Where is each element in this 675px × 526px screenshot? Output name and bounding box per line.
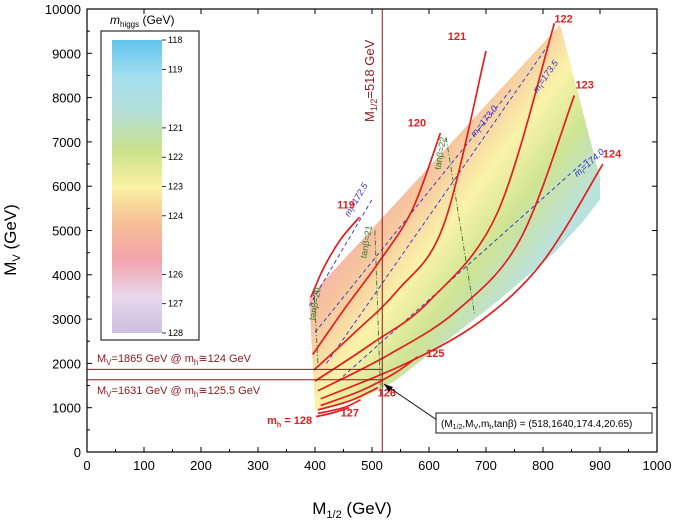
y-tick-label: 2000 bbox=[52, 356, 81, 371]
higgs-contour-124 bbox=[320, 163, 604, 400]
y-tick-label: 10000 bbox=[45, 2, 81, 17]
higgs-contour-label: 123 bbox=[576, 80, 594, 92]
higgs-contour-120 bbox=[312, 132, 442, 355]
y-axis-title: MV (GeV) bbox=[1, 204, 23, 276]
y-axis: 0 1000 2000 3000 4000 5000 6000 7000 8000 9000 100… bbox=[45, 2, 657, 460]
top-mass-label-m: m bbox=[342, 206, 355, 218]
higgs-contour-121 bbox=[313, 50, 487, 371]
contour-label-value: 121 bbox=[448, 31, 466, 43]
contour-label-value: 126 bbox=[378, 388, 396, 400]
contour-label-rest: = 128 bbox=[281, 415, 312, 427]
colorbar-tick-label: 126 bbox=[168, 269, 183, 279]
higgs-contour-123 bbox=[317, 95, 576, 392]
x-tick-label: 100 bbox=[133, 458, 155, 473]
contour-label-m: m bbox=[267, 415, 277, 427]
x-tick-label: 700 bbox=[475, 458, 497, 473]
colorbar-strip bbox=[112, 40, 162, 333]
contour-label-value: 120 bbox=[408, 117, 426, 129]
x-tick-label: 300 bbox=[247, 458, 269, 473]
x-tick-label: 500 bbox=[361, 458, 383, 473]
tanbeta-line bbox=[374, 230, 382, 395]
contour-label-value: 127 bbox=[341, 408, 359, 420]
x-tick-label: 800 bbox=[532, 458, 554, 473]
tanbeta-lines bbox=[313, 137, 476, 395]
y-tick-label: 0 bbox=[74, 445, 81, 460]
y-tick-label: 6000 bbox=[52, 179, 81, 194]
colorbar-tick-label: 121 bbox=[168, 123, 183, 133]
higgs-contours bbox=[310, 22, 604, 418]
hline-label-1631: MV=1631 GeV @ mh≅125.5 GeV bbox=[97, 385, 261, 399]
higgs-contour-125 bbox=[320, 356, 419, 407]
y-tick-label: 1000 bbox=[52, 401, 81, 416]
higgs-contour-label: 121 bbox=[448, 31, 466, 43]
colorbar-title: mhiggs (GeV) bbox=[110, 13, 174, 29]
colorbar-legend: mhiggs (GeV) 118 119 121 122 123 124 126 127 128 bbox=[100, 13, 200, 341]
y-tick-label: 4000 bbox=[52, 268, 81, 283]
colorbar-tick-label: 118 bbox=[168, 35, 182, 45]
best-point-annotation: (M1/2,MV,mt,tanβ) = (518,1640,174.4,20.6… bbox=[383, 383, 653, 434]
allowed-region bbox=[309, 24, 600, 410]
reference-lines bbox=[87, 9, 383, 452]
x-tick-label: 200 bbox=[190, 458, 212, 473]
top-mass-label-sub: t bbox=[540, 84, 546, 89]
top-mass-line bbox=[326, 44, 550, 364]
hline-label-1865: MV=1865 GeV @ mh≅124 GeV bbox=[97, 353, 252, 367]
top-mass-line bbox=[314, 88, 513, 333]
x-tick-label: 1000 bbox=[643, 458, 672, 473]
colorbar-tick-label: 122 bbox=[168, 152, 183, 162]
colorbar-tick-label: 119 bbox=[168, 64, 182, 74]
higgs-contour-126 bbox=[317, 387, 379, 411]
contour-label-sub: h bbox=[277, 422, 281, 429]
contour-label-value: 125 bbox=[426, 348, 444, 360]
y-tick-label: 7000 bbox=[52, 135, 81, 150]
annotation-box bbox=[435, 412, 653, 434]
higgs-contour-label: 126 bbox=[378, 388, 396, 400]
annotation-text: (M1/2,MV,mt,tanβ) = (518,1640,174.4,20.6… bbox=[441, 419, 632, 431]
annotation-arrowhead bbox=[384, 384, 393, 392]
x-axis-title: M1/2 (GeV) bbox=[312, 499, 392, 521]
colorbar-tick-label: 124 bbox=[168, 211, 183, 221]
higgs-contour-122 bbox=[314, 22, 556, 382]
contour-label-value: 122 bbox=[554, 13, 572, 25]
x-tick-label: 600 bbox=[418, 458, 440, 473]
higgs-contour-label: mh = 128 bbox=[267, 415, 312, 429]
tanbeta-line bbox=[313, 288, 319, 364]
higgs-contour-label: 119 bbox=[337, 199, 355, 211]
higgs-contour-127 bbox=[317, 398, 361, 415]
colorbar-tick-label: 127 bbox=[168, 299, 183, 309]
higgs-contour-label: 124 bbox=[603, 148, 622, 160]
y-tick-label: 9000 bbox=[52, 46, 81, 61]
top-mass-lines bbox=[308, 44, 589, 382]
colorbar-ticks: 118 119 121 122 123 124 126 127 128 bbox=[162, 35, 183, 338]
higgs-contour-label: 122 bbox=[554, 13, 572, 25]
y-tick-label: 3000 bbox=[52, 312, 81, 327]
x-tick-label: 900 bbox=[589, 458, 611, 473]
colorbar-tick-label: 128 bbox=[168, 328, 183, 338]
higgs-contour-119 bbox=[310, 216, 361, 298]
annotation-arrow bbox=[383, 383, 438, 421]
top-mass-label-sub: t bbox=[351, 208, 357, 213]
top-mass-line bbox=[337, 157, 589, 382]
contour-label-value: 124 bbox=[603, 148, 622, 160]
higgs-contour-label: 127 bbox=[341, 408, 359, 420]
higgs-contour-label: 120 bbox=[408, 117, 426, 129]
x-tick-label: 0 bbox=[83, 458, 90, 473]
colorbar-tick-label: 123 bbox=[168, 182, 183, 192]
higgs-contour-128 bbox=[315, 406, 350, 418]
y-tick-label: 8000 bbox=[52, 91, 81, 106]
contour-label-value: 119 bbox=[337, 199, 355, 211]
vertical-line-label: M1/2=518 GeV bbox=[362, 39, 379, 122]
y-tick-label: 5000 bbox=[52, 224, 81, 239]
x-tick-label: 400 bbox=[304, 458, 326, 473]
top-mass-label-sub: t bbox=[478, 129, 484, 134]
top-mass-label-sub: t bbox=[581, 169, 586, 175]
heatmap-region bbox=[309, 24, 600, 410]
x-axis: 0 100 200 300 400 500 600 700 800 900 1000 bbox=[83, 9, 671, 473]
higgs-contour-label: 125 bbox=[426, 348, 444, 360]
contour-label-value: 123 bbox=[576, 80, 594, 92]
